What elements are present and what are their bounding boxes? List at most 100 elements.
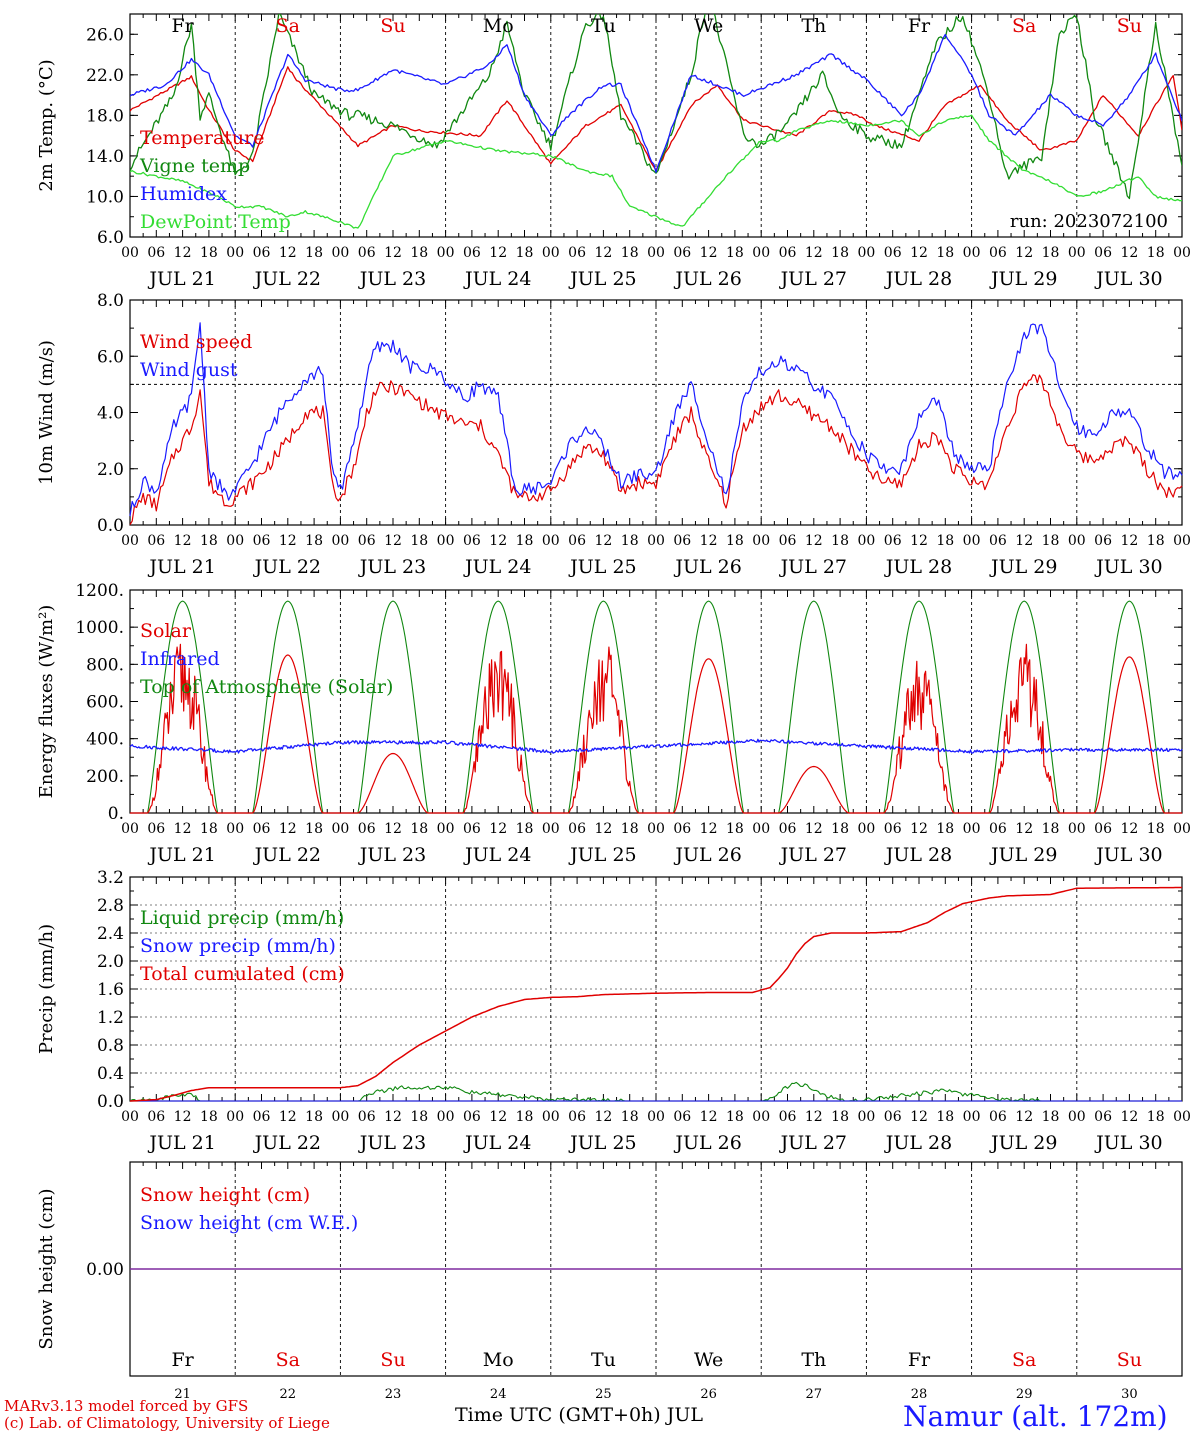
x-tick-label: 18 [516, 1109, 534, 1125]
y-tick-label: 800. [86, 655, 124, 675]
day-label: JUL 27 [779, 1132, 847, 1154]
legend-snow-height-cm-w-e: Snow height (cm W.E.) [140, 1212, 358, 1234]
day-label: JUL 21 [147, 1132, 215, 1154]
station-name: Namur (alt. 172m) [903, 1400, 1168, 1433]
x-tick-label: 00 [226, 1109, 244, 1125]
weekday-label: Su [380, 15, 405, 37]
day-label: JUL 30 [1094, 268, 1162, 290]
x-tick-label: 12 [384, 1109, 402, 1125]
day-label: JUL 30 [1094, 556, 1162, 578]
x-tick-label: 00 [752, 533, 770, 549]
x-tick-label: 12 [594, 533, 612, 549]
weekday-label: Mo [483, 1349, 514, 1371]
weekday-label: Tu [591, 1349, 616, 1371]
day-label: JUL 28 [884, 844, 952, 866]
x-tick-label: 18 [200, 533, 218, 549]
y-tick-label: 14.0 [86, 147, 124, 167]
x-tick-label: 06 [568, 1109, 586, 1125]
x-tick-label: 18 [726, 533, 744, 549]
x-tick-label: 12 [805, 533, 823, 549]
x-tick-label: 00 [331, 533, 349, 549]
weekday-label: Fr [908, 15, 931, 37]
y-tick-label: 8.0 [97, 291, 124, 311]
credit-line-2: (c) Lab. of Climatology, University of L… [4, 1414, 330, 1432]
series-1 [130, 14, 1182, 200]
series-line-humidex [130, 33, 1182, 173]
x-tick-label: 18 [621, 245, 639, 261]
x-tick-label: 00 [437, 533, 455, 549]
y-axis-label: Energy fluxes (W/m²) [36, 605, 57, 799]
day-label: JUL 23 [358, 556, 426, 578]
x-tick-label: 00 [542, 245, 560, 261]
x-tick-label: 18 [410, 533, 428, 549]
x-tick-label: 12 [489, 821, 507, 837]
day-label: JUL 24 [463, 268, 531, 290]
x-tick-label: 00 [647, 1109, 665, 1125]
x-tick-label: 18 [200, 1109, 218, 1125]
y-tick-label: 0.0 [97, 516, 124, 536]
x-tick-label: 00 [226, 245, 244, 261]
legend-vigne-temp: Vigne temp [139, 155, 250, 177]
y-tick-label: 1000. [75, 618, 124, 638]
legend-snow-height-cm: Snow height (cm) [140, 1184, 310, 1206]
y-tick-label: 18.0 [86, 106, 124, 126]
x-tick-label: 18 [1042, 821, 1060, 837]
day-label: JUL 29 [989, 844, 1057, 866]
x-tick-label: 00 [647, 533, 665, 549]
x-tick-label: 00 [963, 821, 981, 837]
day-label: JUL 22 [253, 268, 321, 290]
weekday-label: Sa [276, 1349, 300, 1371]
run-label: run: 2023072100 [1010, 211, 1168, 232]
x-tick-label: 12 [910, 533, 928, 549]
x-tick-label: 00 [752, 245, 770, 261]
weekday-label: Sa [1012, 15, 1036, 37]
x-tick-label: 00 [1173, 1109, 1191, 1125]
y-tick-label: 2.8 [97, 896, 124, 916]
panel-energy: 0. 200. 400. 600. 800. 1000. 1200. Energy fluxe… [36, 581, 1191, 866]
x-tick-label: 12 [174, 1109, 192, 1125]
legend-wind-speed: Wind speed [140, 331, 252, 353]
panel-temperature: 6.0 10.0 14.0 18.0 22.0 26.0 2m Temp. (°C) 00 06… [36, 13, 1191, 290]
x-tick-label: 00 [542, 821, 560, 837]
weekday-label: Sa [1012, 1349, 1036, 1371]
x-tick-label: 18 [305, 1109, 323, 1125]
x-tick-label: 18 [831, 1109, 849, 1125]
panel-snow: 0.00 Snow height (cm) 21 22 23 24 25 26 27 28 29 30… [36, 1161, 1183, 1402]
day-label: JUL 21 [147, 844, 215, 866]
day-label: JUL 23 [358, 268, 426, 290]
x-tick-label: 00 [331, 245, 349, 261]
x-tick-label: 00 [331, 1109, 349, 1125]
x-tick-label: 06 [1094, 245, 1112, 261]
day-label: JUL 24 [463, 844, 531, 866]
y-tick-label: 600. [86, 693, 124, 713]
x-tick-label: 00 [121, 1109, 139, 1125]
x-tick-label: 12 [910, 1109, 928, 1125]
credit-line-1: MARv3.13 model forced by GFS [4, 1397, 249, 1415]
x-tick-label: 06 [358, 245, 376, 261]
x-tick-label: 00 [752, 821, 770, 837]
x-tick-label: 06 [779, 533, 797, 549]
x-tick-label: 12 [700, 1109, 718, 1125]
y-tick-label: 2.0 [97, 952, 124, 972]
y-axis-label: 10m Wind (m/s) [36, 340, 57, 485]
x-tick-label: 06 [253, 821, 271, 837]
x-tick-label: 18 [305, 533, 323, 549]
x-tick-label: 12 [805, 1109, 823, 1125]
weekday-label: We [694, 1349, 723, 1371]
y-axis-label: Snow height (cm) [36, 1188, 57, 1349]
day-label: JUL 30 [1094, 844, 1162, 866]
x-tick-label: 18 [1147, 821, 1165, 837]
x-tick-label: 06 [673, 821, 691, 837]
x-tick-label: 12 [384, 533, 402, 549]
x-tick-label: 06 [1094, 1109, 1112, 1125]
x-tick-label: 12 [700, 533, 718, 549]
day-label: JUL 24 [463, 556, 531, 578]
x-tick-label: 00 [1068, 245, 1086, 261]
x-tick-label: 18 [726, 245, 744, 261]
legend-solar: Solar [140, 620, 192, 642]
weekday-label: Fr [908, 1349, 931, 1371]
y-axis-label: Precip (mm/h) [36, 924, 57, 1054]
legend-dewpoint-temp: DewPoint Temp [140, 211, 291, 233]
legend-total-cumulated-cm: Total cumulated (cm) [140, 963, 345, 985]
